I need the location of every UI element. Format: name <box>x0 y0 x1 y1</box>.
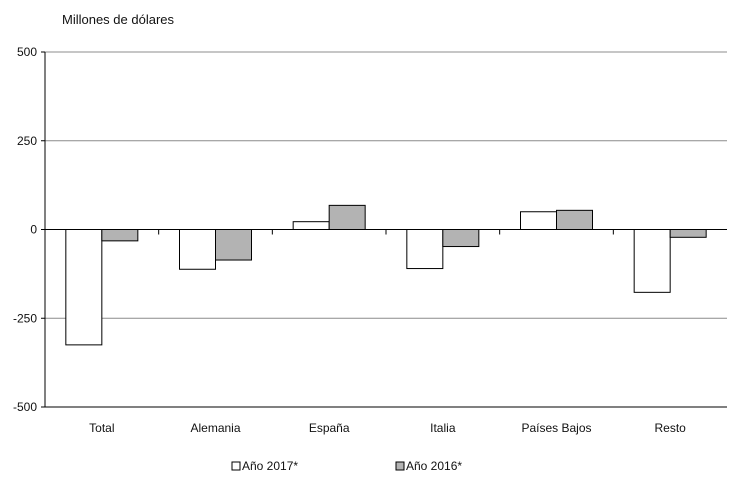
bar <box>101 229 139 242</box>
x-tick-label: Resto <box>654 421 686 435</box>
bar <box>215 229 252 261</box>
y-tick-label: 500 <box>17 45 37 59</box>
bar <box>328 204 366 230</box>
legend-label: Año 2017* <box>242 459 298 473</box>
x-tick-label: Alemania <box>190 421 240 435</box>
x-tick-label: Italia <box>430 421 456 435</box>
y-tick-label: -500 <box>13 400 37 414</box>
y-tick-label: 0 <box>30 223 37 237</box>
bar <box>65 229 103 346</box>
grid-lines <box>45 51 727 319</box>
legend-label: Año 2016* <box>406 459 462 473</box>
bar <box>633 229 671 293</box>
x-tick-label: Países Bajos <box>521 421 591 435</box>
legend: Año 2017* Año 2016* <box>231 459 462 473</box>
legend-swatch <box>231 461 241 471</box>
y-tick-label: -250 <box>13 311 37 325</box>
bar <box>520 211 557 230</box>
axes: 500 250 0 -250 -500 Total Alemania España Italia… <box>13 45 727 435</box>
x-tick-label: Total <box>89 421 114 435</box>
y-axis-label: Millones de dólares <box>62 12 175 27</box>
bar <box>669 229 707 238</box>
bars <box>65 204 707 346</box>
legend-swatch <box>395 461 405 471</box>
bar <box>406 229 444 270</box>
bar <box>179 229 216 270</box>
bar <box>292 221 330 231</box>
bar <box>556 209 593 231</box>
y-tick-label: 250 <box>17 134 37 148</box>
bar <box>442 229 480 248</box>
x-tick-label: España <box>309 421 350 435</box>
